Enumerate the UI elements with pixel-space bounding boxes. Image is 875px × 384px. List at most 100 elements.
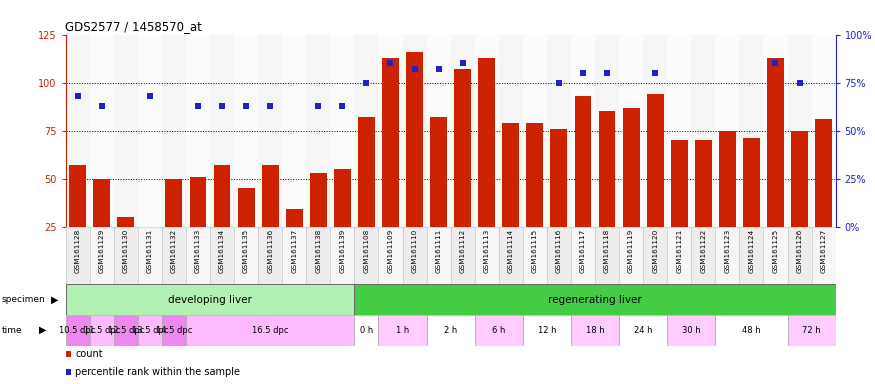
Bar bbox=[165, 179, 182, 227]
Bar bbox=[816, 119, 832, 227]
Text: ▶: ▶ bbox=[51, 295, 59, 305]
Point bbox=[312, 103, 326, 109]
Bar bbox=[258, 227, 282, 284]
Text: 0 h: 0 h bbox=[360, 326, 373, 335]
Text: percentile rank within the sample: percentile rank within the sample bbox=[75, 366, 241, 377]
Bar bbox=[90, 35, 114, 227]
Text: GSM161119: GSM161119 bbox=[628, 228, 634, 273]
Bar bbox=[475, 35, 499, 227]
Point bbox=[60, 351, 74, 357]
Bar bbox=[94, 179, 110, 227]
Text: GSM161133: GSM161133 bbox=[195, 228, 201, 273]
Bar bbox=[547, 35, 571, 227]
Bar bbox=[114, 315, 138, 346]
Text: 30 h: 30 h bbox=[682, 326, 701, 335]
Bar bbox=[430, 117, 447, 227]
Bar bbox=[571, 227, 595, 284]
Bar bbox=[767, 58, 784, 227]
Bar bbox=[306, 35, 331, 227]
Bar bbox=[764, 35, 788, 227]
Bar bbox=[186, 315, 354, 346]
Bar bbox=[66, 227, 90, 284]
Bar bbox=[427, 227, 451, 284]
Bar bbox=[90, 227, 114, 284]
Text: GSM161123: GSM161123 bbox=[724, 228, 731, 273]
Text: GSM161130: GSM161130 bbox=[123, 228, 129, 273]
Bar bbox=[402, 35, 427, 227]
Text: GSM161125: GSM161125 bbox=[773, 228, 779, 273]
Bar bbox=[379, 227, 402, 284]
Bar bbox=[331, 35, 354, 227]
Text: 16.5 dpc: 16.5 dpc bbox=[252, 326, 289, 335]
Bar bbox=[620, 227, 643, 284]
Text: 12 h: 12 h bbox=[537, 326, 556, 335]
Text: 24 h: 24 h bbox=[634, 326, 653, 335]
Bar bbox=[138, 35, 162, 227]
Bar bbox=[716, 35, 739, 227]
Point bbox=[431, 66, 445, 72]
Bar bbox=[668, 35, 691, 227]
Bar bbox=[668, 227, 691, 284]
Bar bbox=[234, 227, 258, 284]
Bar bbox=[788, 315, 836, 346]
Bar bbox=[668, 315, 716, 346]
Bar bbox=[502, 123, 519, 227]
Point bbox=[552, 79, 566, 86]
Text: 10.5 dpc: 10.5 dpc bbox=[60, 326, 96, 335]
Bar bbox=[162, 315, 186, 346]
Text: GSM161136: GSM161136 bbox=[267, 228, 273, 273]
Bar bbox=[598, 111, 615, 227]
Text: 13.5 dpc: 13.5 dpc bbox=[131, 326, 168, 335]
Bar bbox=[691, 35, 716, 227]
Bar bbox=[475, 227, 499, 284]
Bar bbox=[595, 35, 619, 227]
Text: GSM161111: GSM161111 bbox=[436, 228, 442, 273]
Point bbox=[60, 369, 74, 375]
Bar bbox=[66, 315, 90, 346]
Point bbox=[191, 103, 205, 109]
Bar bbox=[743, 138, 760, 227]
Text: GSM161134: GSM161134 bbox=[219, 228, 225, 273]
Bar bbox=[69, 165, 86, 227]
Bar bbox=[499, 35, 523, 227]
Text: GSM161137: GSM161137 bbox=[291, 228, 298, 273]
Bar bbox=[739, 35, 764, 227]
Bar bbox=[571, 35, 595, 227]
Point bbox=[239, 103, 253, 109]
Point bbox=[143, 93, 157, 99]
Text: 2 h: 2 h bbox=[444, 326, 458, 335]
Text: specimen: specimen bbox=[2, 295, 45, 304]
Bar bbox=[354, 284, 836, 315]
Bar bbox=[258, 35, 283, 227]
Bar bbox=[262, 165, 278, 227]
Bar bbox=[379, 315, 427, 346]
Bar bbox=[550, 129, 567, 227]
Text: 12.5 dpc: 12.5 dpc bbox=[108, 326, 144, 335]
Bar bbox=[739, 227, 763, 284]
Text: ▶: ▶ bbox=[38, 325, 46, 335]
Bar bbox=[812, 227, 836, 284]
Bar bbox=[90, 315, 114, 346]
Bar bbox=[402, 227, 427, 284]
Text: GSM161132: GSM161132 bbox=[171, 228, 177, 273]
Point bbox=[408, 66, 422, 72]
Text: GSM161129: GSM161129 bbox=[99, 228, 105, 273]
Text: GSM161117: GSM161117 bbox=[580, 228, 586, 273]
Text: count: count bbox=[75, 349, 103, 359]
Bar bbox=[620, 315, 668, 346]
Bar bbox=[354, 315, 379, 346]
Bar bbox=[358, 117, 374, 227]
Bar bbox=[186, 227, 210, 284]
Text: 48 h: 48 h bbox=[742, 326, 760, 335]
Bar bbox=[427, 35, 451, 227]
Bar bbox=[523, 35, 547, 227]
Text: GSM161139: GSM161139 bbox=[340, 228, 346, 273]
Point bbox=[768, 60, 782, 66]
Point bbox=[456, 60, 470, 66]
Bar bbox=[334, 169, 351, 227]
Point bbox=[648, 70, 662, 76]
Bar bbox=[527, 123, 543, 227]
Text: 1 h: 1 h bbox=[396, 326, 410, 335]
Bar bbox=[691, 227, 716, 284]
Bar bbox=[716, 227, 739, 284]
